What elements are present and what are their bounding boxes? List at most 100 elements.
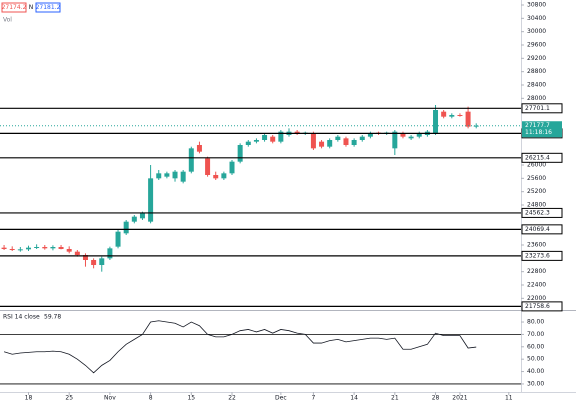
candle-body (335, 136, 341, 140)
candle-body (205, 158, 211, 175)
candle-body (237, 145, 243, 162)
candle-body (465, 111, 471, 127)
x-tick-label: 28 (432, 395, 440, 402)
candle-body (343, 138, 349, 145)
candle-body (123, 221, 129, 234)
candle-body (188, 148, 194, 172)
level-label-box (521, 250, 563, 261)
level-label-box (521, 224, 563, 235)
x-tick-label: Nov (104, 395, 116, 402)
y-tick-label: 60.00 (527, 343, 544, 350)
y-tick-label: 28800 (527, 68, 546, 75)
candle-body (457, 115, 463, 116)
candle-body (392, 131, 398, 149)
level-label: 21758.6 (525, 303, 550, 310)
y-tick-label: 26000 (527, 162, 546, 169)
candle-body (294, 131, 300, 134)
x-tick-label: 18 (25, 395, 33, 402)
ask: 27181.2 (36, 4, 61, 11)
candle-body (82, 255, 88, 260)
candle-body (262, 135, 268, 140)
bid-box (1, 2, 27, 13)
level-label-box (521, 152, 563, 163)
candle-body (58, 247, 64, 249)
x-tick-label: 22 (228, 395, 236, 402)
candle-body (416, 133, 422, 137)
candle-body (156, 173, 162, 179)
level-label-box (521, 103, 563, 114)
candle-body (270, 136, 276, 142)
candle-body (17, 249, 23, 251)
candle-body (433, 110, 439, 134)
candle-body (449, 115, 455, 117)
ask-box (35, 2, 61, 13)
x-tick-label: 21 (391, 395, 399, 402)
level-label: 24069.4 (525, 226, 550, 233)
level-label-box (521, 207, 563, 218)
y-tick-label: 22400 (527, 282, 546, 289)
x-tick-label: 8 (149, 395, 153, 402)
candle-body (99, 258, 105, 265)
candle-body (74, 251, 80, 255)
candle-body (148, 178, 154, 222)
y-tick-label: 25600 (527, 175, 546, 182)
candle-body (164, 173, 170, 177)
y-tick-label: 70.00 (527, 331, 544, 338)
candle-body (172, 171, 178, 179)
volume-label: Vol (3, 17, 12, 24)
candle-body (310, 133, 316, 149)
y-tick-label: 25200 (527, 188, 546, 195)
y-tick-label: 30800 (527, 2, 546, 9)
candle-body (245, 141, 251, 145)
last-price: 27177.7 (525, 122, 550, 129)
candle-body (473, 125, 479, 127)
x-tick-label: 2021 (452, 395, 467, 402)
y-tick-label: 28400 (527, 82, 546, 89)
bid: 27174.2 (2, 4, 27, 11)
x-tick-label: 11 (505, 395, 513, 402)
candle-body (441, 111, 447, 117)
level-label: 27701.1 (525, 105, 550, 112)
candle-body (367, 133, 373, 137)
y-tick-label: 22000 (527, 295, 546, 302)
y-tick-label: 29600 (527, 42, 546, 49)
y-tick-label: 28000 (527, 95, 546, 102)
y-tick-label: 23600 (527, 242, 546, 249)
candle-body (34, 247, 40, 248)
rsi-line (3, 320, 477, 374)
candle-body (319, 141, 325, 147)
y-tick-label: 30.00 (527, 380, 544, 387)
rsi-title: RSI 14 close (3, 314, 40, 321)
y-tick-label: 50.00 (527, 356, 544, 363)
candle-body (253, 140, 259, 142)
candle-body (66, 249, 72, 252)
candle-body (115, 231, 121, 247)
candle-body (408, 136, 414, 139)
x-tick-label: 25 (65, 395, 73, 402)
x-tick-label: Dec (275, 395, 287, 402)
candle-body (131, 216, 137, 222)
candle-body (213, 175, 219, 179)
y-tick-label: 24800 (527, 202, 546, 209)
y-tick-label: 80.00 (527, 319, 544, 326)
candle-body (400, 133, 406, 137)
candle-body (221, 173, 227, 179)
candle-body (25, 247, 31, 250)
candle-body (180, 171, 186, 182)
ask-marker: N (29, 4, 34, 11)
x-tick-label: 7 (312, 395, 316, 402)
candle-body (278, 131, 284, 142)
candle-body (107, 248, 113, 259)
candle-body (9, 249, 15, 250)
y-tick-label: 22800 (527, 268, 546, 275)
level-label-box (521, 301, 563, 312)
level-label: 26215.4 (525, 154, 550, 161)
candle-body (351, 140, 357, 145)
candle-body (91, 260, 97, 265)
candle-body (139, 213, 145, 219)
level-label: 23273.6 (525, 252, 550, 259)
candle-body (359, 136, 365, 140)
y-tick-label: 30400 (527, 15, 546, 22)
